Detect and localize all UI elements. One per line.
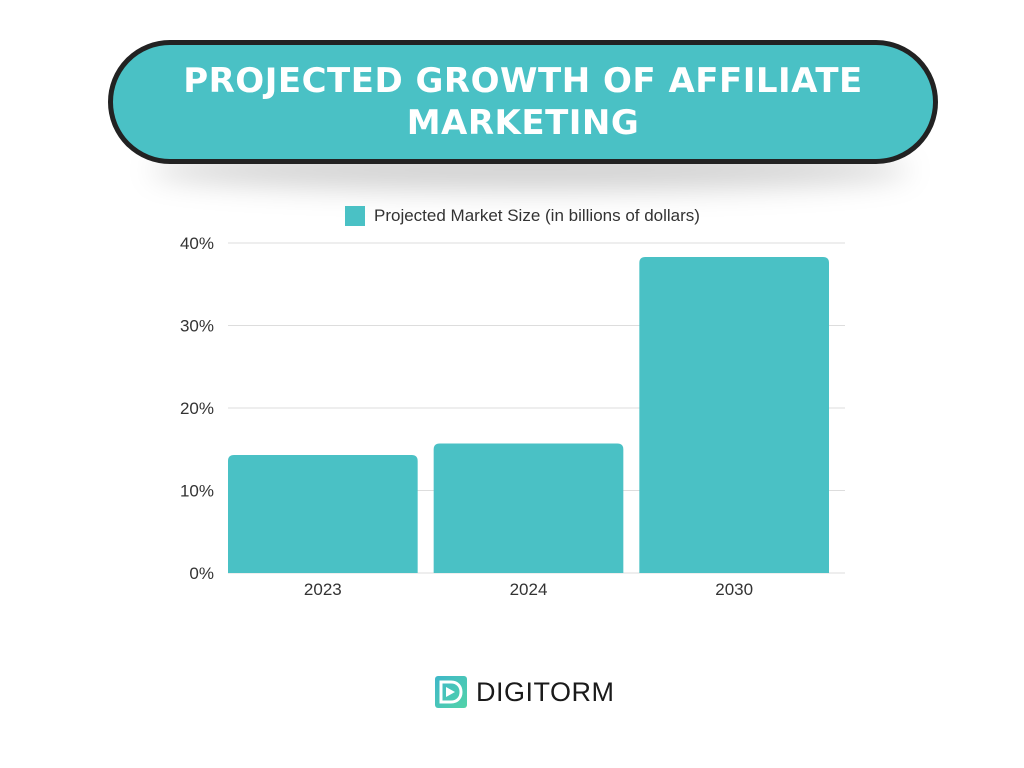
y-tick-label: 20% — [180, 399, 214, 418]
y-tick-label: 40% — [180, 234, 214, 253]
y-tick-label: 30% — [180, 317, 214, 336]
title-banner: PROJECTED GROWTH OF AFFILIATE MARKETING — [108, 40, 938, 164]
legend-label: Projected Market Size (in billions of do… — [374, 206, 700, 225]
digitorm-logo: DIGITORM — [434, 674, 615, 710]
legend-swatch — [345, 206, 365, 226]
bar-2030 — [639, 257, 829, 573]
bar-chart: Projected Market Size (in billions of do… — [180, 206, 845, 599]
logo-text: DIGITORM — [476, 676, 615, 707]
digitorm-logo-icon — [435, 676, 467, 708]
x-tick-label: 2023 — [304, 580, 342, 599]
x-tick-label: 2030 — [715, 580, 753, 599]
y-tick-label: 10% — [180, 482, 214, 501]
bar-2024 — [433, 443, 624, 573]
bar-2023 — [228, 455, 418, 573]
chart-title: PROJECTED GROWTH OF AFFILIATE MARKETING — [183, 61, 863, 143]
x-tick-label: 2024 — [510, 580, 548, 599]
y-tick-label: 0% — [189, 564, 214, 583]
